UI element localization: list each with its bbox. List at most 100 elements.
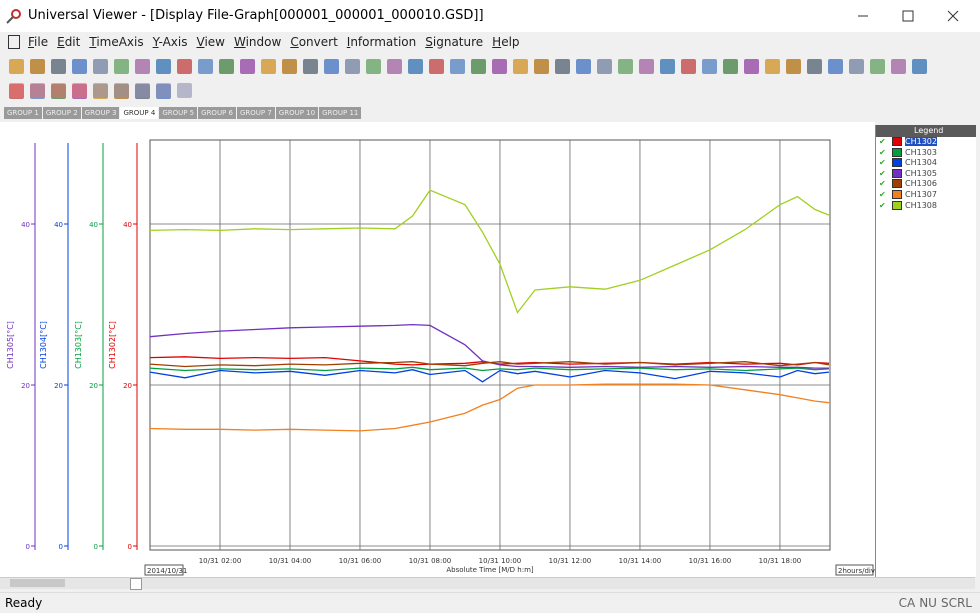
status-indicator: NU [919,596,937,610]
menu-item[interactable]: File [28,35,49,49]
toolbar-button[interactable] [135,83,150,98]
toolbar-button[interactable] [660,59,675,74]
toolbar-button[interactable] [51,59,66,74]
menu-item[interactable]: Window [233,35,282,49]
y-tick-label: 20 [123,382,132,390]
toolbar-button[interactable] [723,59,738,74]
tab[interactable]: GROUP 3 [81,107,120,119]
toolbar-button[interactable] [72,83,87,98]
toolbar-button[interactable] [891,59,906,74]
toolbar-button[interactable] [261,59,276,74]
toolbar-button[interactable] [219,59,234,74]
toolbar-button[interactable] [324,59,339,74]
scrollbar[interactable] [0,577,975,590]
legend-entry[interactable]: ✔ CH1304 [879,158,937,168]
legend-label: CH1307 [905,189,937,199]
toolbar-button[interactable] [912,59,927,74]
x-tick-label: 10/31 04:00 [269,557,312,565]
toolbar-button[interactable] [30,59,45,74]
tab[interactable]: GROUP 2 [42,107,81,119]
toolbar-button[interactable] [51,83,66,98]
menu-item[interactable]: Signature [425,35,484,49]
toolbar-button[interactable] [744,59,759,74]
y-axis-label: CH1302[°C] [108,321,117,369]
toolbar-button[interactable] [513,59,528,74]
menu-item[interactable]: Convert [290,35,338,49]
toolbar-button[interactable] [135,59,150,74]
toolbar-button[interactable] [156,59,171,74]
toolbar-button[interactable] [597,59,612,74]
menu-item[interactable]: View [196,35,225,49]
y-tick-label: 0 [26,543,30,551]
toolbar-button[interactable] [345,59,360,74]
status-text: Ready [5,596,43,610]
toolbar-button[interactable] [177,83,192,98]
toolbar-button[interactable] [555,59,570,74]
menu-item[interactable]: TimeAxis [89,35,144,49]
toolbar-button[interactable] [114,83,129,98]
toolbar-button[interactable] [807,59,822,74]
status-indicator: SCRL [940,596,972,610]
toolbar-button[interactable] [240,59,255,74]
toolbar-button[interactable] [639,59,654,74]
toolbar-button[interactable] [387,59,402,74]
toolbar-button[interactable] [366,59,381,74]
legend-title: Legend [876,125,976,137]
toolbar-button[interactable] [198,59,213,74]
toolbar-button[interactable] [93,83,108,98]
toolbar-button[interactable] [849,59,864,74]
tab[interactable]: GROUP 1 [4,107,42,119]
menu-item[interactable]: Information [346,35,417,49]
legend-entry[interactable]: ✔ CH1303 [879,147,937,157]
menu-item[interactable]: Edit [57,35,81,49]
toolbar-button[interactable] [576,59,591,74]
tab[interactable]: GROUP 7 [236,107,275,119]
tab[interactable]: GROUP 4 [120,107,159,119]
toolbar-button[interactable] [534,59,549,74]
window-controls[interactable] [850,8,970,24]
toolbar-button[interactable] [471,59,486,74]
legend-entry[interactable]: ✔ CH1305 [879,168,937,178]
toolbar-button[interactable] [702,59,717,74]
legend-swatch [892,179,902,189]
tab[interactable]: GROUP 10 [275,107,319,119]
toolbar-button[interactable] [408,59,423,74]
toolbar-button[interactable] [9,59,24,74]
y-axis-label: CH1304[°C] [39,321,48,369]
legend-label: CH1306 [905,179,937,189]
toolbar-button[interactable] [303,59,318,74]
legend-entry[interactable]: ✔ CH1306 [879,179,937,189]
toolbar-button[interactable] [114,59,129,74]
toolbar-button[interactable] [618,59,633,74]
toolbar-button[interactable] [429,59,444,74]
chart: 10/31 02:00 10/31 04:00 10/31 06:00 10/31 0… [0,122,875,577]
legend-entry[interactable]: ✔ CH1302 [879,137,937,146]
menu-item[interactable]: Y-Axis [152,35,188,49]
toolbar-button[interactable] [177,59,192,74]
tab[interactable]: GROUP 11 [319,107,362,119]
toolbar-button[interactable] [72,59,87,74]
toolbar-button[interactable] [828,59,843,74]
x-tick-label: 10/31 16:00 [689,557,732,565]
tab[interactable]: GROUP 6 [198,107,236,119]
toolbar-button[interactable] [9,83,24,98]
chart-bg [0,122,875,577]
menu-item[interactable]: Help [492,35,520,49]
toolbar-button[interactable] [492,59,507,74]
legend-entry[interactable]: ✔ CH1307 [879,189,937,199]
toolbar-button[interactable] [870,59,885,74]
scale-box [835,564,874,576]
y-tick-label: 40 [21,221,30,229]
toolbar-button[interactable] [681,59,696,74]
legend-entry[interactable]: ✔ CH1308 [879,200,937,210]
toolbar-button[interactable] [282,59,297,74]
scale-label: 2hours/div [838,567,875,575]
tab[interactable]: GROUP 5 [159,107,198,119]
toolbar-button[interactable] [93,59,108,74]
toolbar-button[interactable] [765,59,780,74]
x-tick-label: 10/31 12:00 [549,557,592,565]
toolbar-button[interactable] [30,83,45,98]
toolbar-button[interactable] [786,59,801,74]
toolbar-button[interactable] [450,59,465,74]
toolbar-button[interactable] [156,83,171,98]
